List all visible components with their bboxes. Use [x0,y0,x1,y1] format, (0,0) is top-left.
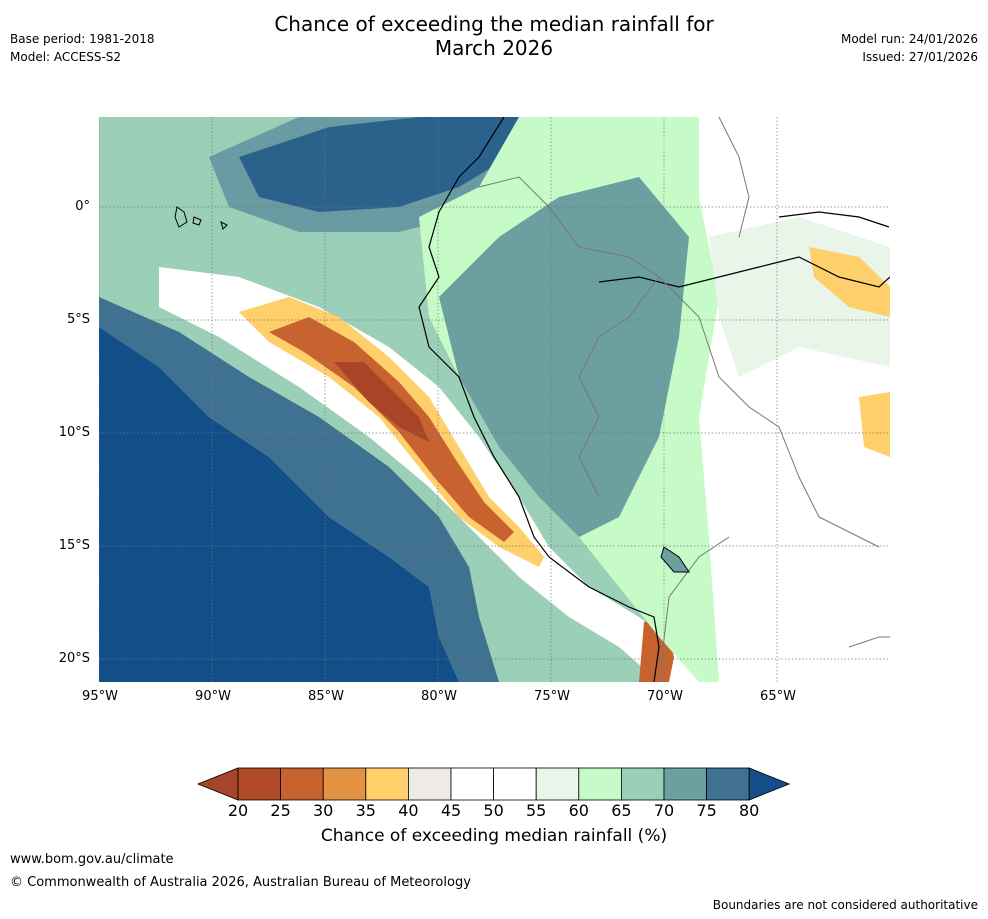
lat-label-5s: 5°S [66,312,90,327]
border-3 [658,276,880,548]
colorbar-tick-label: 30 [313,801,334,820]
meta-right: Model run: 24/01/2026 Issued: 27/01/2026 [841,30,978,66]
colorbar-cell [663,767,707,801]
lon-label-90w: 90°W [195,689,231,704]
region-75-west [99,297,499,682]
lat-label-0: 0° [75,199,90,214]
colorbar-cell [620,767,665,801]
border-1 [478,176,660,278]
colorbar-tick-label: 65 [611,801,632,820]
colorbar-title: Chance of exceeding median rainfall (%) [320,826,668,846]
lat-label-10s: 10°S [58,425,90,440]
region-30-dry [269,317,514,542]
rio-negro [778,211,890,228]
colorbar-tick-label: 55 [526,801,547,820]
lon-label-65w: 65°W [760,689,796,704]
region-25-dry [334,362,429,442]
galapagos-islands [174,206,228,230]
map-title-line1: Chance of exceeding the median rainfall … [274,12,714,36]
footer-disclaimer: Boundaries are not considered authoritat… [712,898,978,912]
colorbar-tick-label: 60 [568,801,589,820]
colorbar-cell [365,767,409,801]
colorbar-tick-label: 75 [696,801,717,820]
lake-titicaca [660,546,690,573]
colorbar-cell [578,767,622,801]
region-dry-east [809,247,890,317]
colorbar-tick-label: 25 [270,801,291,820]
lon-label-95w: 95°W [82,689,118,704]
model-run: Model run: 24/01/2026 [840,32,978,46]
rainfall-map [99,117,890,682]
colorbar-tick-label: 35 [355,801,376,820]
colorbar-arrow-high [748,767,791,801]
colorbar-cell [706,767,750,801]
colorbar-tick-label: 20 [227,801,249,820]
colorbar-cell [322,767,367,801]
base-period: Base period: 1981-2018 [10,32,155,46]
coastline [418,117,660,682]
map-title: Chance of exceeding the median rainfall … [0,12,988,60]
lon-label-80w: 80°W [421,689,457,704]
border-6 [848,636,890,648]
lon-label-85w: 85°W [308,689,344,704]
border-4 [718,117,750,238]
colorbar-tick-label: 70 [653,801,675,820]
region-80plus-west [99,327,459,682]
map-title-line2: March 2026 [434,36,554,60]
colorbar-tick-label: 80 [739,801,760,820]
footer-copyright: © Commonwealth of Australia 2026, Austra… [10,875,471,890]
lon-label-70w: 70°W [647,689,683,704]
lat-label-15s: 15°S [58,538,90,553]
colorbar-tick-label: 50 [483,801,504,820]
lon-label-75w: 75°W [534,689,570,704]
colorbar [196,767,791,801]
lat-label-20s: 20°S [58,651,90,666]
issued-date: Issued: 27/01/2026 [862,50,978,64]
colorbar-cell [535,767,580,801]
footer-url[interactable]: www.bom.gov.au/climate [10,852,174,867]
graticule [99,117,890,682]
colorbar-cell [407,767,452,801]
colorbar-cell [280,767,324,801]
colorbar-tick-label: 40 [398,801,419,820]
model-name: Model: ACCESS-S2 [10,50,122,64]
meta-left: Base period: 1981-2018 Model: ACCESS-S2 [10,30,155,66]
amazon-river [598,256,890,288]
colorbar-tick-label: 45 [440,801,462,820]
border-2 [578,276,660,498]
colorbar-arrow-low [196,767,239,801]
colorbar-cell [450,767,494,801]
colorbar-cell [237,767,281,801]
region-land-70 [439,177,689,537]
colorbar-cell [493,767,537,801]
region-dry-east2 [859,392,890,457]
border-5 [658,536,730,682]
